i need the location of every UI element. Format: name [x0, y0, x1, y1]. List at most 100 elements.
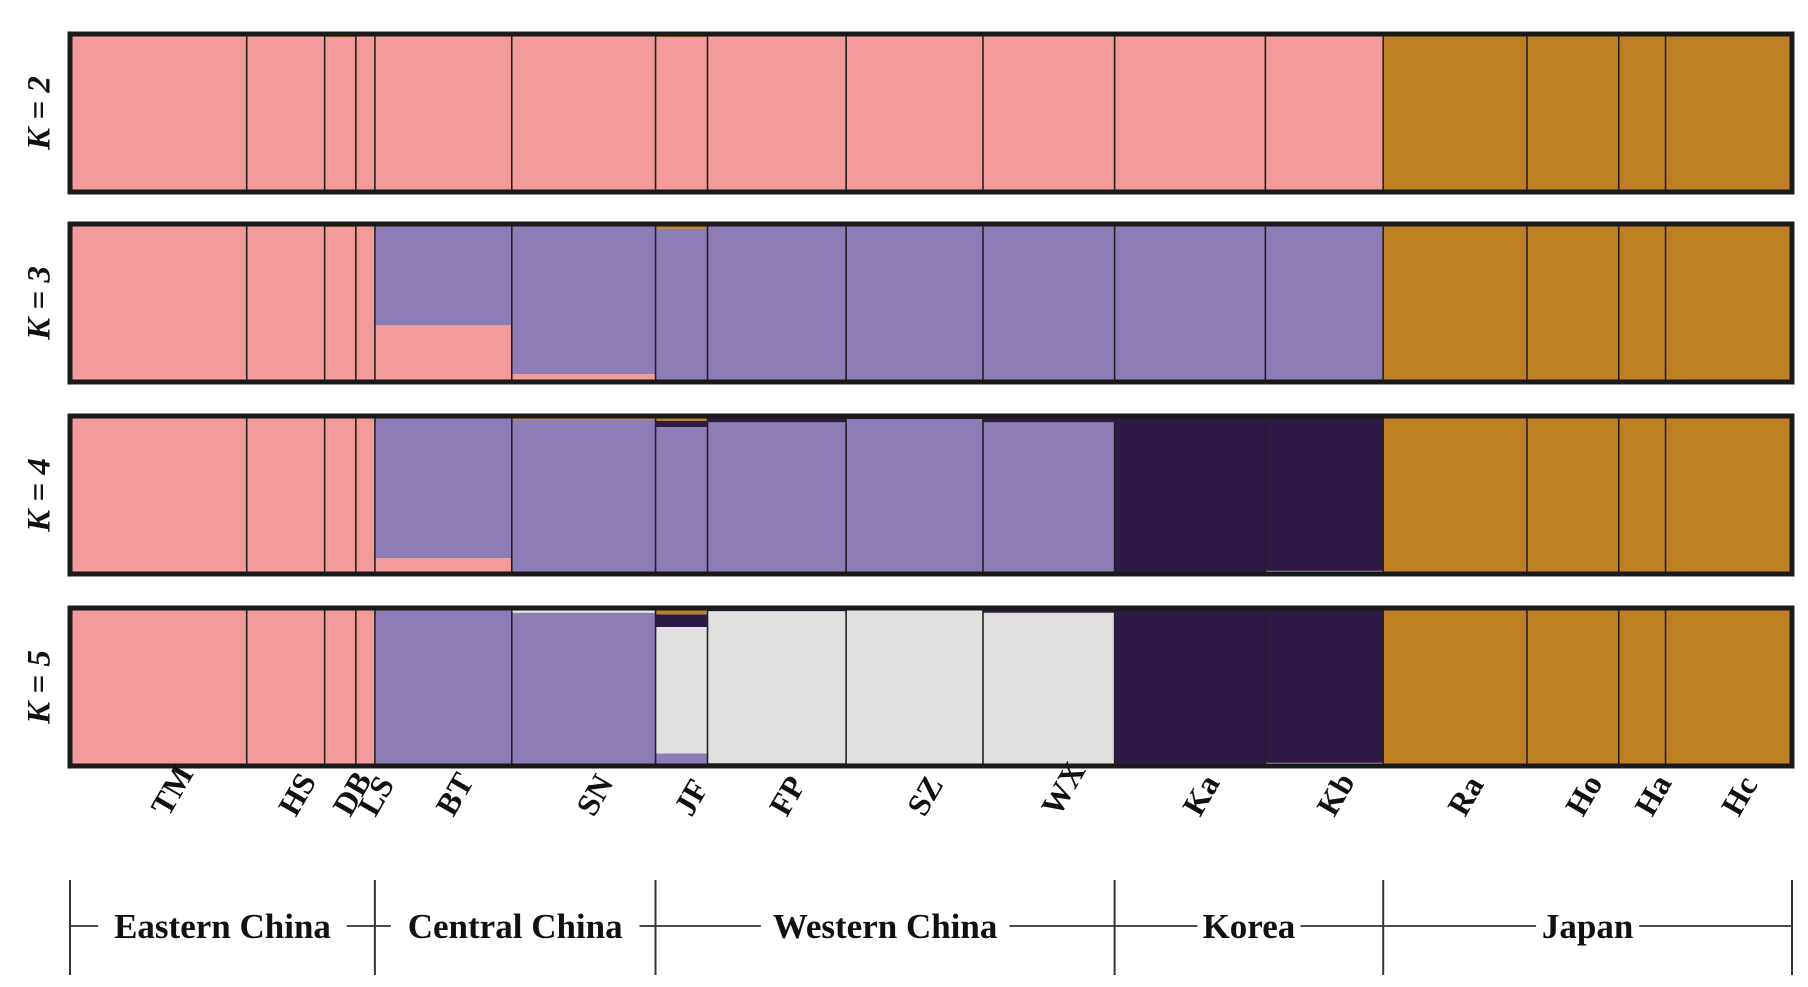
admixture-bar-SZ — [846, 224, 983, 382]
admixture-bar-JF — [655, 228, 708, 382]
admixture-bar-SN — [511, 224, 656, 375]
admixture-bar-Ha — [1618, 608, 1666, 766]
population-label-SZ: SZ — [899, 770, 950, 822]
admixture-bar-SN — [511, 609, 656, 613]
admixture-bar-JF — [655, 614, 708, 627]
admixture-bar-Ha — [1618, 416, 1666, 574]
admixture-bar-BT — [374, 34, 512, 192]
admixture-bar-Ho — [1526, 608, 1619, 765]
population-label-HS: HS — [271, 767, 324, 822]
admixture-bar-SN — [511, 35, 656, 192]
admixture-bar-Ra — [1383, 224, 1527, 382]
admixture-bar-TM — [70, 416, 247, 574]
admixture-bar-Kb — [1265, 34, 1384, 192]
admixture-bar-JF — [655, 753, 708, 766]
k-label: K = 2 — [22, 76, 58, 151]
admixture-bar-Ka — [1114, 608, 1266, 766]
population-label-Ra: Ra — [1440, 770, 1491, 822]
admixture-bar-Ra — [1383, 34, 1527, 192]
admixture-bar-LS — [355, 608, 375, 766]
admixture-bar-BT — [374, 325, 512, 382]
admixture-bar-TM — [70, 35, 247, 192]
region-bracket-axis: Eastern China Central China Western China K… — [69, 880, 1793, 975]
admixture-bar-JF — [655, 420, 708, 428]
admixture-bar-Ra — [1383, 416, 1527, 574]
k-panels: K = 2 K = 3 K = 4 K = 5 — [22, 31, 1795, 769]
admixture-bar-BT — [374, 558, 512, 574]
population-label-Kb: Kb — [1309, 767, 1362, 822]
k-panel: K = 3 — [22, 221, 1795, 385]
panel-frame — [67, 221, 1795, 385]
k-label: K = 4 — [22, 458, 58, 533]
k-panel: K = 2 — [22, 31, 1795, 195]
admixture-bar-JF — [655, 427, 708, 574]
admixture-bar-Kb — [1265, 417, 1384, 571]
admixture-bar-SN — [511, 374, 656, 382]
admixture-bar-DB — [324, 227, 356, 382]
admixture-bar-Hc — [1665, 416, 1792, 574]
admixture-bar-BT — [374, 416, 512, 559]
admixture-bar-LS — [355, 224, 375, 382]
admixture-bar-DB — [324, 416, 356, 574]
population-label-BT: BT — [428, 767, 481, 822]
admixture-bar-TM — [70, 225, 247, 382]
admixture-bar-FP — [707, 417, 847, 423]
admixture-bar-LS — [355, 34, 375, 192]
population-label-FP: FP — [762, 770, 813, 822]
panel-frame — [67, 413, 1795, 577]
population-label-Ka: Ka — [1175, 768, 1227, 821]
admixture-bar-Kb — [1265, 609, 1384, 763]
admixture-bar-JF — [655, 608, 708, 615]
admixture-bar-FP — [707, 422, 847, 574]
admixture-bar-Hc — [1665, 34, 1792, 192]
region-label: Western China — [773, 907, 998, 946]
admixture-bar-SZ — [846, 608, 983, 766]
population-label-Hc: Hc — [1714, 770, 1765, 822]
admixture-bar-Ka — [1114, 416, 1266, 574]
admixture-bar-Ra — [1383, 608, 1527, 766]
admixture-bar-Ho — [1526, 224, 1619, 381]
admixture-bar-FP — [707, 611, 847, 763]
admixture-bar-DB — [324, 608, 356, 766]
admixture-bar-HS — [246, 608, 325, 766]
admixture-bar-SZ — [846, 419, 983, 574]
k-panel: K = 5 — [22, 605, 1795, 769]
panel-frame — [67, 31, 1795, 195]
admixture-bar-Ha — [1618, 224, 1666, 382]
population-label-JF: JF — [666, 773, 715, 822]
admixture-bar-TM — [70, 608, 247, 766]
k-label: K = 3 — [22, 266, 58, 341]
admixture-bar-Ka — [1114, 224, 1266, 382]
k-panel: K = 4 — [22, 413, 1795, 577]
panel-frame — [67, 605, 1795, 769]
population-label-Ha: Ha — [1627, 768, 1679, 821]
admixture-bar-Ho — [1526, 34, 1619, 191]
admixture-bar-SN — [511, 419, 656, 574]
region-label: Eastern China — [114, 907, 331, 946]
region-label: Central China — [408, 907, 623, 946]
admixture-bar-SZ — [846, 34, 983, 192]
admixture-bar-BT — [374, 608, 512, 766]
admixture-bar-FP — [707, 225, 847, 382]
admixture-bar-WX — [982, 34, 1115, 192]
k-label: K = 5 — [22, 650, 58, 725]
admixture-bar-BT — [374, 224, 512, 326]
admixture-bar-Ha — [1618, 34, 1666, 192]
region-label: Korea — [1203, 907, 1296, 946]
admixture-bar-JF — [655, 37, 708, 192]
admixture-bar-WX — [982, 224, 1115, 382]
admixture-bar-DB — [324, 37, 356, 192]
admixture-bar-Hc — [1665, 224, 1792, 382]
admixture-bar-HS — [246, 35, 325, 192]
admixture-bar-HS — [246, 225, 325, 382]
admixture-bar-FP — [707, 35, 847, 192]
population-label-Ho: Ho — [1558, 768, 1610, 821]
admixture-bar-SN — [511, 612, 656, 766]
admixture-bar-WX — [982, 422, 1115, 574]
admixture-bar-HS — [246, 416, 325, 574]
population-label-SN: SN — [569, 768, 621, 821]
admixture-bar-WX — [982, 612, 1115, 766]
admixture-bar-LS — [355, 416, 375, 574]
region-label: Japan — [1542, 907, 1633, 946]
